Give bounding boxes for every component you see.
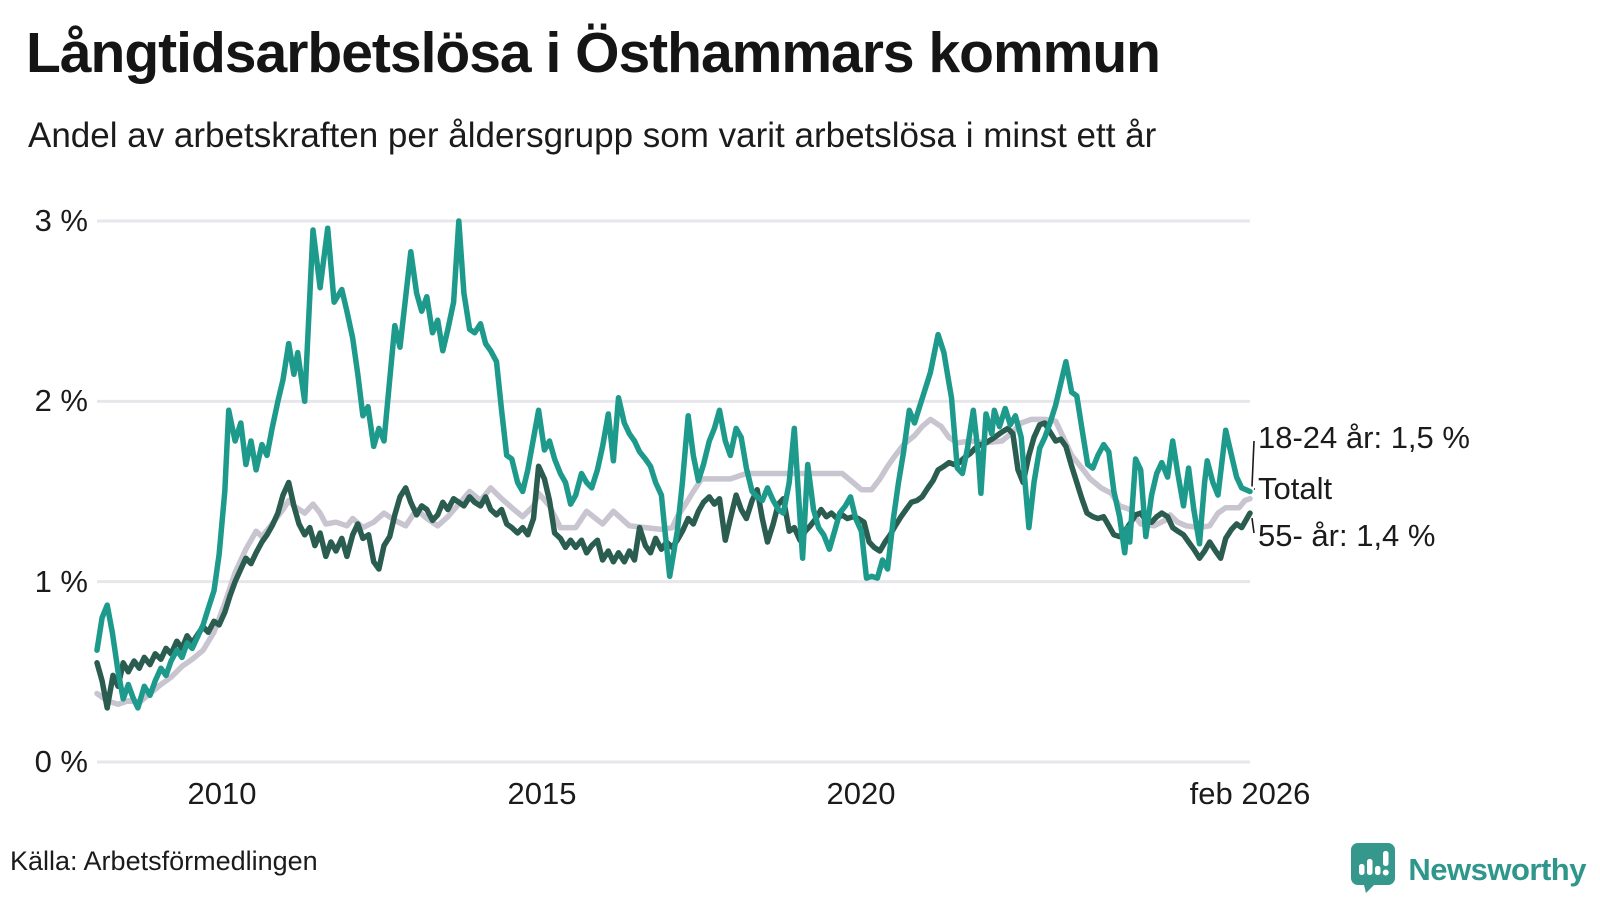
y-tick-3: 3 % [34, 203, 88, 238]
page-title: Långtidsarbetslösa i Östhammars kommun [26, 21, 1161, 85]
brand-logo: Newsworthy [1350, 840, 1586, 900]
y-tick-1: 1 % [34, 564, 88, 599]
series-line-totalt [94, 416, 1253, 708]
leader-line-55 [1251, 518, 1255, 534]
x-tick-feb-2026: feb 2026 [1189, 776, 1311, 811]
x-tick-2010: 2010 [187, 776, 257, 811]
y-tick-0: 0 % [34, 744, 88, 779]
leader-line-18-24 [1251, 440, 1255, 487]
newsworthy-bubble-chart-icon [1350, 842, 1396, 899]
end-label-totalt: Totalt [1258, 471, 1333, 506]
brand-name: Newsworthy [1408, 852, 1586, 887]
page-subtitle: Andel av arbetskraften per åldersgrupp s… [28, 116, 1157, 155]
x-tick-2020: 2020 [826, 776, 896, 811]
y-tick-2: 2 % [34, 383, 88, 418]
end-label-55: 55- år: 1,4 % [1258, 518, 1436, 553]
series-line-18-24-r [94, 218, 1253, 711]
source-note: Källa: Arbetsförmedlingen [10, 846, 318, 876]
x-tick-2015: 2015 [507, 776, 577, 811]
end-label-18-24: 18-24 år: 1,5 % [1258, 420, 1470, 455]
